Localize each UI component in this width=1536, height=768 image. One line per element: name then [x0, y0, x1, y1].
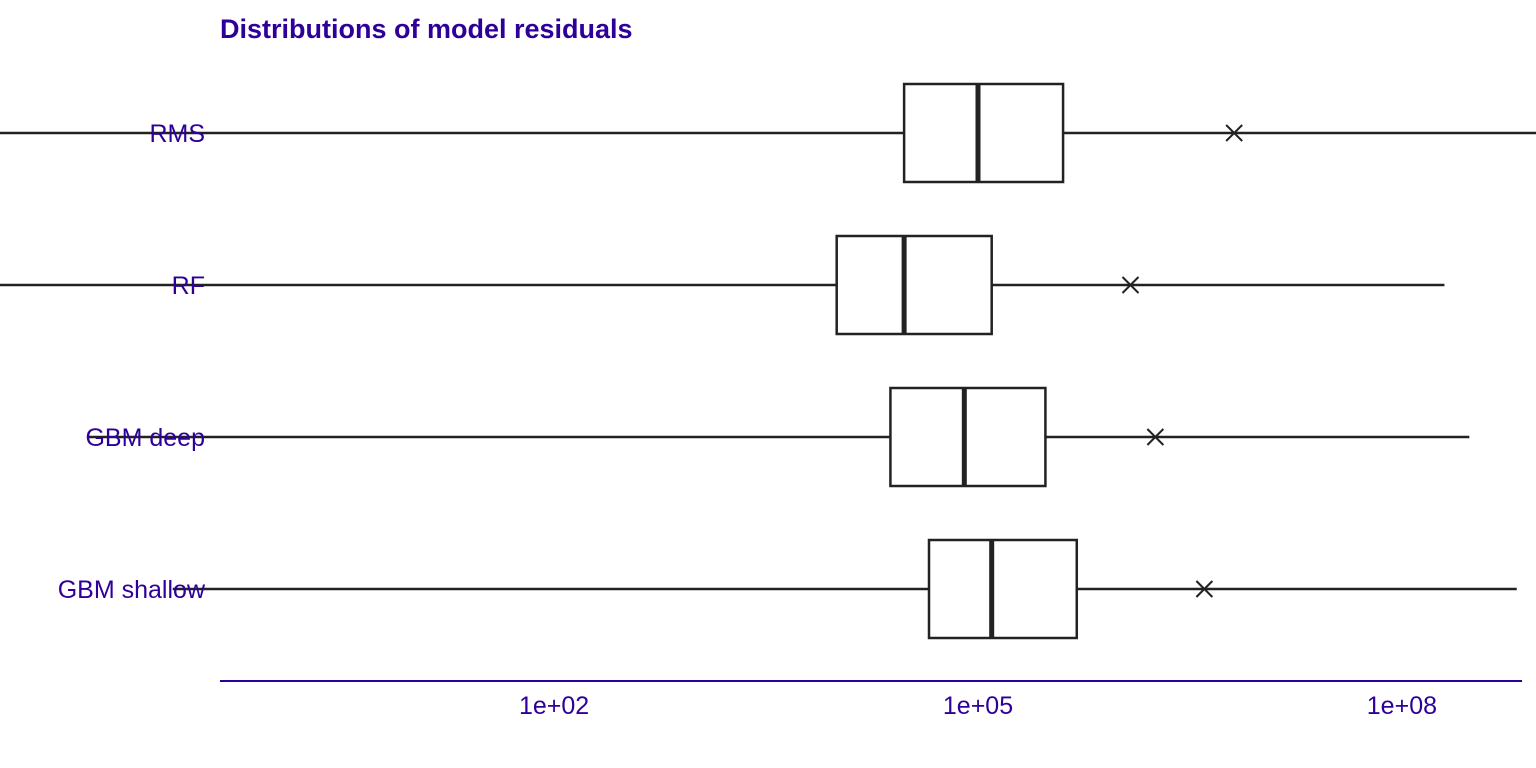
mean-marker-stroke-b: [1121, 276, 1140, 294]
mean-marker: [1195, 580, 1214, 598]
x-axis-ticks: 1e+02 1e+05 1e+08: [519, 692, 1437, 720]
box-group-rf: RF: [0, 234, 1445, 336]
iqr-box: [902, 82, 1065, 184]
mean-marker-stroke-b: [1146, 428, 1165, 446]
mean-marker: [1146, 428, 1165, 446]
box-group-gbm-shallow: GBM shallow: [58, 538, 1517, 640]
iqr-box: [927, 538, 1079, 640]
boxes-layer: RMS RF GBM deep GBM shallow: [0, 82, 1536, 640]
box-group-gbm-deep: GBM deep: [85, 386, 1470, 488]
category-label-rms: RMS: [149, 120, 205, 148]
mean-marker-stroke-b: [1195, 580, 1214, 598]
category-label-gbm-deep: GBM deep: [85, 424, 205, 452]
iqr-box: [889, 386, 1047, 488]
iqr-box: [835, 234, 993, 336]
category-label-gbm-shallow: GBM shallow: [58, 576, 206, 604]
mean-marker-stroke-b: [1225, 124, 1243, 142]
x-tick-label: 1e+02: [519, 692, 589, 720]
mean-marker: [1121, 276, 1140, 294]
mean-marker: [1225, 124, 1243, 142]
category-label-rf: RF: [172, 272, 205, 300]
chart-title: Distributions of model residuals: [220, 14, 633, 44]
x-tick-label: 1e+05: [943, 692, 1013, 720]
x-tick-label: 1e+08: [1367, 692, 1437, 720]
box-group-rms: RMS: [0, 82, 1536, 184]
